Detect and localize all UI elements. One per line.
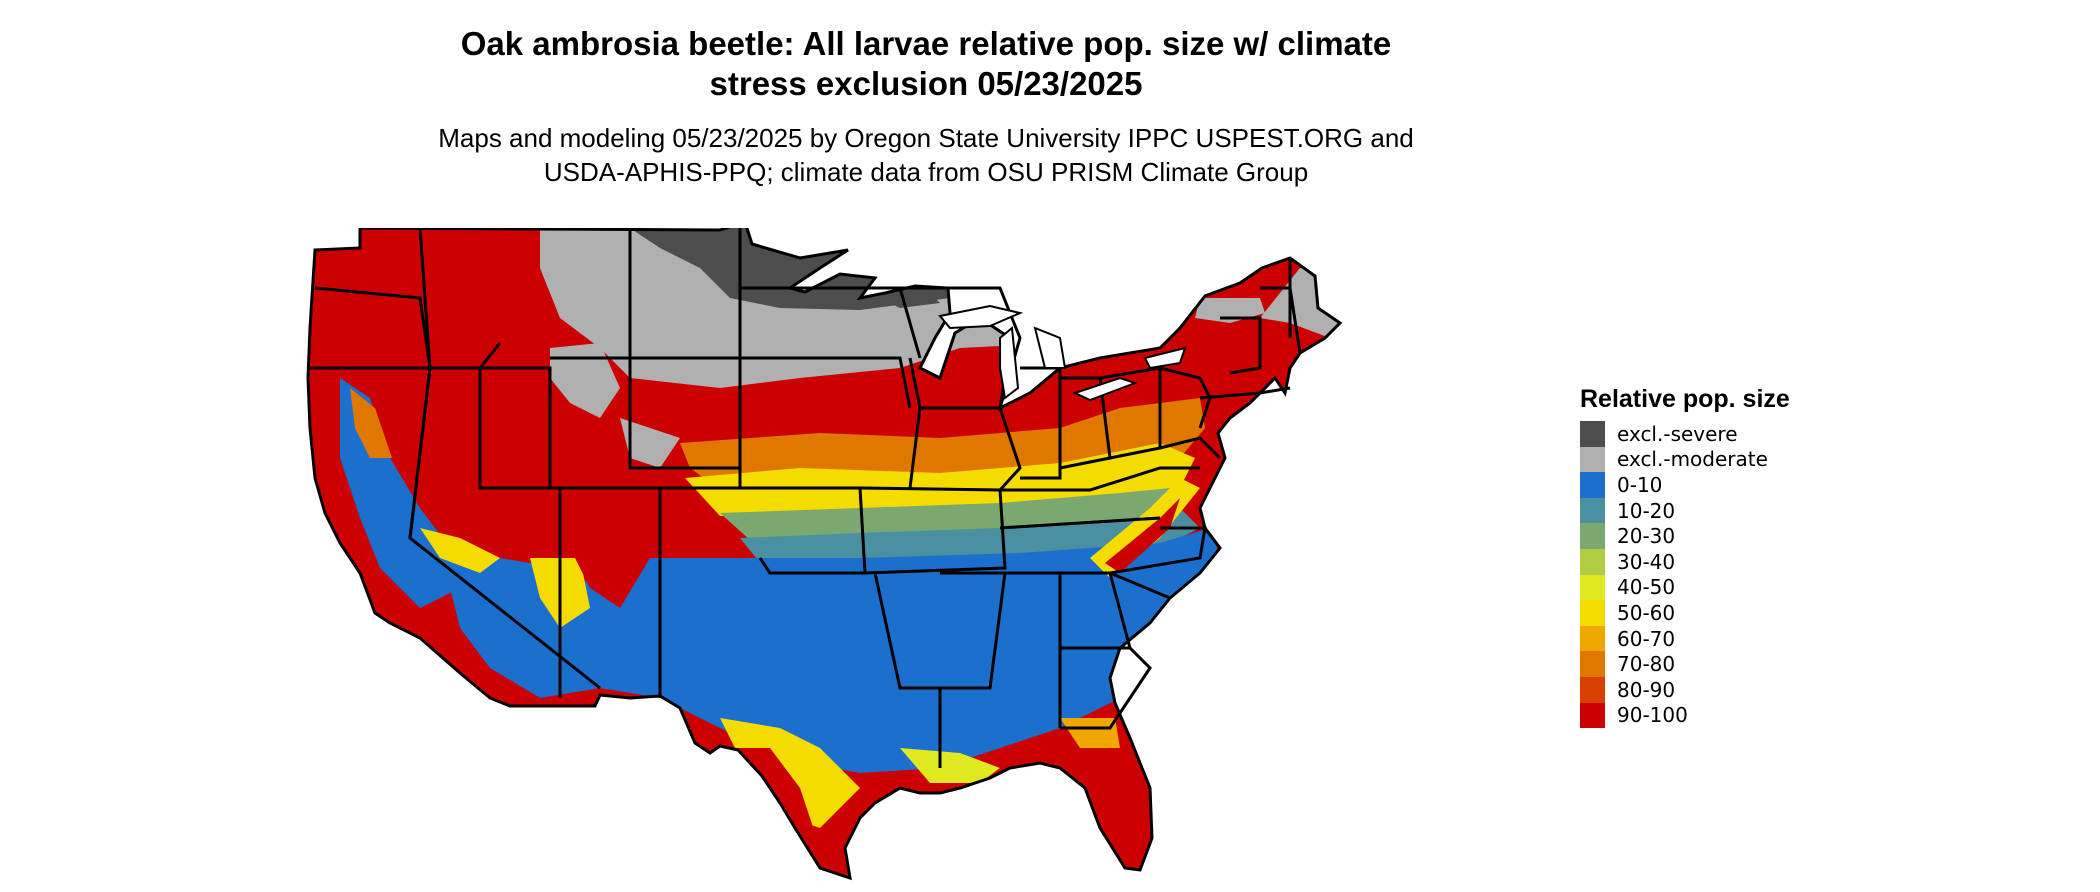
legend-label: 20-30 — [1617, 524, 1676, 549]
legend-item: 30-40 — [1580, 548, 1790, 575]
map-title-line-1: Oak ambrosia beetle: All larvae relative… — [460, 25, 1392, 62]
legend-swatch — [1580, 523, 1605, 549]
legend-swatch — [1580, 472, 1605, 498]
map-title: Oak ambrosia beetle: All larvae relative… — [0, 24, 1852, 104]
legend-item: 40-50 — [1580, 574, 1790, 601]
legend-item: excl.-severe — [1580, 421, 1790, 447]
legend-item: 10-20 — [1580, 497, 1790, 524]
legend-label: 10-20 — [1617, 498, 1676, 523]
legend-swatch — [1580, 651, 1605, 677]
legend-item: 70-80 — [1580, 651, 1790, 677]
legend-item: 0-10 — [1580, 472, 1790, 498]
legend-swatch — [1580, 625, 1605, 652]
legend-items: excl.-severe excl.-moderate 0-10 10-20 20-30… — [1580, 421, 1790, 729]
legend-item: 20-30 — [1580, 523, 1790, 549]
legend: Relative pop. size excl.-severe excl.-mod… — [1580, 384, 1790, 729]
legend-item: 80-90 — [1580, 676, 1790, 703]
map-title-line-2: stress exclusion 05/23/2025 — [709, 65, 1143, 102]
legend-label: 40-50 — [1617, 575, 1676, 600]
legend-swatch — [1580, 421, 1605, 447]
state-boundaries — [306, 228, 1343, 881]
legend-label: 30-40 — [1617, 549, 1676, 574]
legend-label: 50-60 — [1617, 600, 1676, 625]
legend-item: excl.-moderate — [1580, 446, 1790, 473]
legend-swatch — [1580, 497, 1605, 524]
legend-swatch — [1580, 574, 1605, 601]
map-subtitle-line-1: Maps and modeling 05/23/2025 by Oregon S… — [438, 123, 1414, 153]
map-subtitle-line-2: USDA-APHIS-PPQ; climate data from OSU PR… — [543, 157, 1309, 187]
legend-swatch — [1580, 676, 1605, 703]
legend-item: 60-70 — [1580, 625, 1790, 652]
great-lakes — [938, 304, 1187, 402]
legend-swatch — [1580, 600, 1605, 626]
legend-label: excl.-moderate — [1617, 447, 1768, 472]
legend-swatch — [1580, 702, 1605, 729]
legend-title: Relative pop. size — [1580, 385, 1790, 413]
legend-label: 0-10 — [1617, 472, 1663, 497]
us-map — [306, 228, 1343, 881]
legend-swatch — [1580, 446, 1605, 473]
map-subtitle: Maps and modeling 05/23/2025 by Oregon S… — [0, 121, 1852, 189]
legend-item: 90-100 — [1580, 702, 1790, 729]
legend-label: 70-80 — [1617, 652, 1676, 677]
legend-swatch — [1580, 548, 1605, 575]
legend-label: excl.-severe — [1617, 421, 1738, 446]
legend-label: 80-90 — [1617, 677, 1676, 702]
legend-item: 50-60 — [1580, 600, 1790, 626]
legend-label: 90-100 — [1617, 703, 1688, 728]
legend-label: 60-70 — [1617, 626, 1676, 651]
